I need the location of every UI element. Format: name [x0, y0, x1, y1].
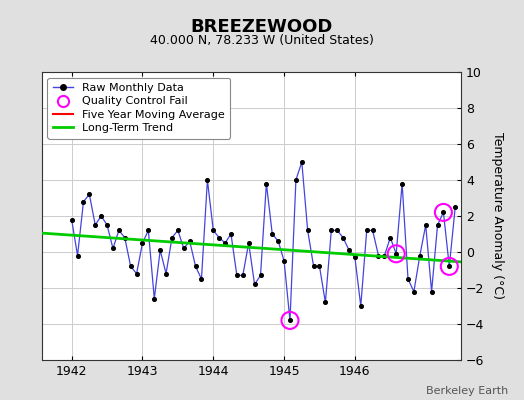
Point	[268, 231, 277, 237]
Point	[262, 180, 270, 187]
Point	[126, 263, 135, 270]
Point	[433, 222, 442, 228]
Point	[121, 234, 129, 241]
Point	[91, 222, 100, 228]
Point	[209, 227, 217, 234]
Point	[73, 252, 82, 259]
Point	[245, 240, 253, 246]
Point	[363, 227, 371, 234]
Legend: Raw Monthly Data, Quality Control Fail, Five Year Moving Average, Long-Term Tren: Raw Monthly Data, Quality Control Fail, …	[48, 78, 230, 139]
Point	[280, 258, 288, 264]
Point	[392, 250, 400, 257]
Point	[197, 276, 205, 282]
Point	[404, 276, 412, 282]
Point	[298, 159, 306, 165]
Point	[233, 272, 241, 278]
Point	[97, 213, 105, 219]
Point	[109, 245, 117, 252]
Point	[150, 296, 158, 302]
Point	[392, 250, 400, 257]
Point	[439, 209, 447, 216]
Point	[238, 272, 247, 278]
Point	[85, 191, 94, 198]
Point	[215, 234, 223, 241]
Point	[138, 240, 147, 246]
Point	[357, 303, 365, 309]
Point	[250, 281, 259, 288]
Point	[144, 227, 152, 234]
Point	[339, 234, 347, 241]
Point	[345, 247, 353, 254]
Text: 40.000 N, 78.233 W (United States): 40.000 N, 78.233 W (United States)	[150, 34, 374, 47]
Point	[421, 222, 430, 228]
Point	[173, 227, 182, 234]
Point	[103, 222, 111, 228]
Point	[227, 231, 235, 237]
Point	[445, 263, 453, 270]
Point	[180, 245, 188, 252]
Y-axis label: Temperature Anomaly (°C): Temperature Anomaly (°C)	[491, 132, 504, 300]
Point	[256, 272, 265, 278]
Point	[428, 288, 436, 295]
Point	[286, 317, 294, 324]
Point	[368, 227, 377, 234]
Point	[133, 270, 141, 277]
Point	[445, 263, 453, 270]
Point	[303, 227, 312, 234]
Text: Berkeley Earth: Berkeley Earth	[426, 386, 508, 396]
Point	[79, 198, 88, 205]
Point	[410, 288, 418, 295]
Point	[274, 238, 282, 244]
Point	[315, 263, 324, 270]
Point	[333, 227, 342, 234]
Point	[310, 263, 318, 270]
Point	[115, 227, 123, 234]
Point	[156, 247, 165, 254]
Point	[380, 252, 389, 259]
Point	[374, 252, 383, 259]
Point	[203, 177, 212, 183]
Point	[162, 270, 170, 277]
Point	[191, 263, 200, 270]
Point	[286, 317, 294, 324]
Point	[68, 216, 76, 223]
Point	[398, 180, 406, 187]
Point	[416, 252, 424, 259]
Point	[185, 238, 194, 244]
Point	[321, 299, 330, 306]
Point	[386, 234, 395, 241]
Text: BREEZEWOOD: BREEZEWOOD	[191, 18, 333, 36]
Point	[292, 177, 300, 183]
Point	[439, 209, 447, 216]
Point	[168, 234, 176, 241]
Point	[221, 240, 230, 246]
Point	[451, 204, 460, 210]
Point	[351, 254, 359, 261]
Point	[327, 227, 335, 234]
